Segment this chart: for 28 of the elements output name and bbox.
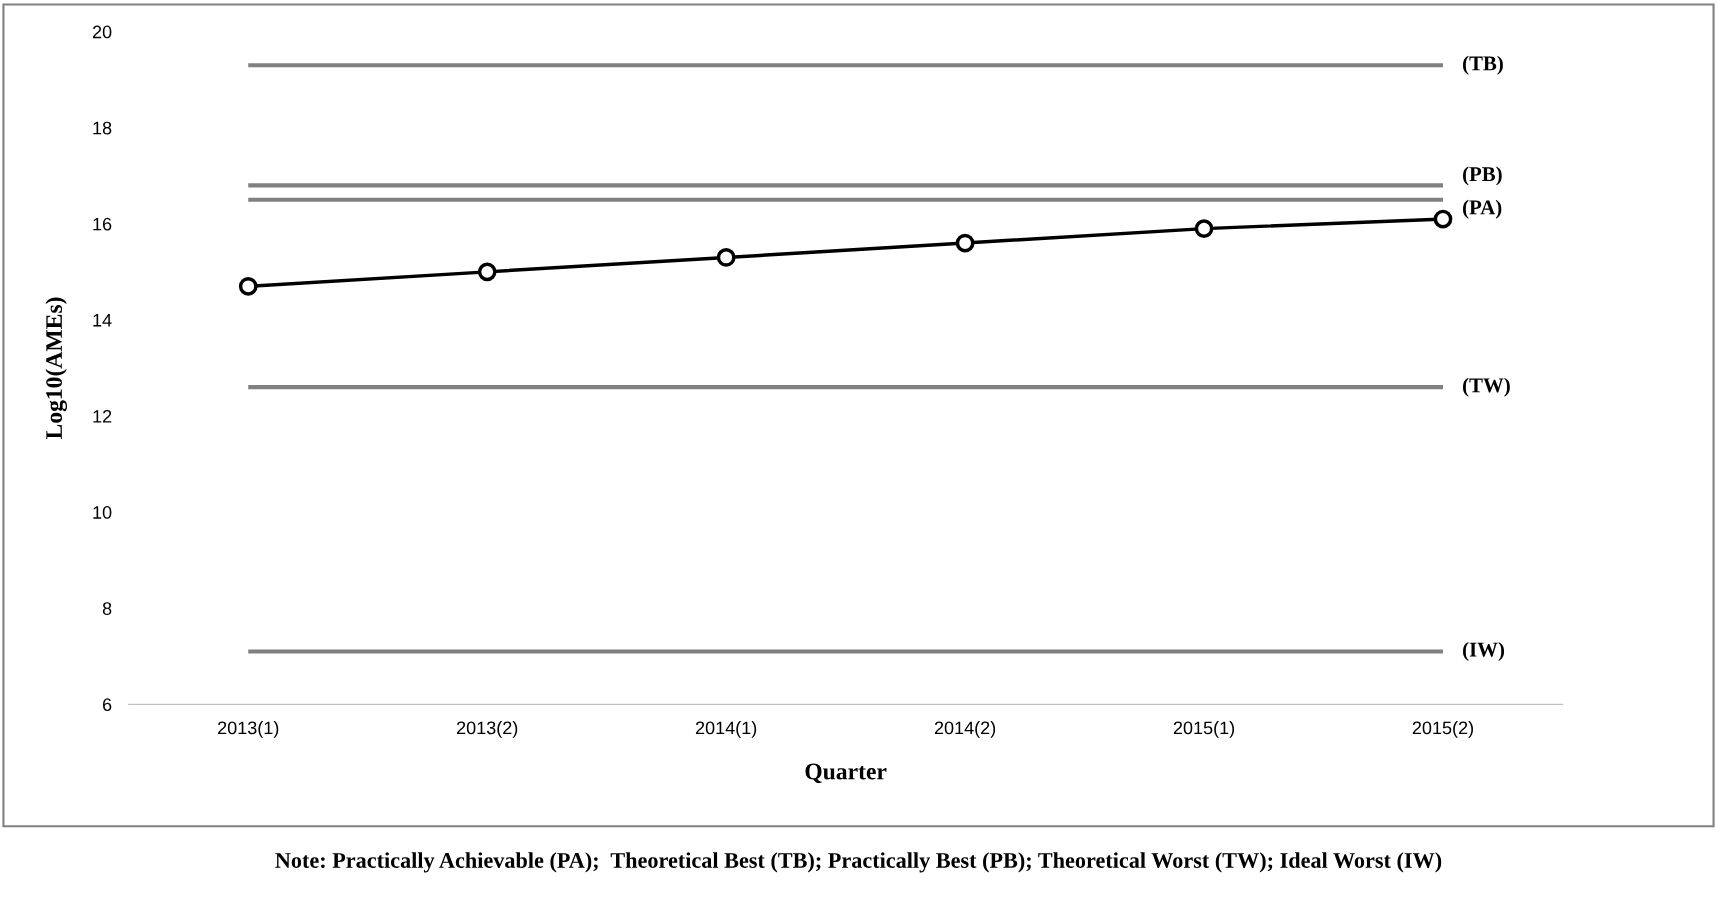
y-tick-label: 6 xyxy=(102,698,112,712)
y-tick-label: 12 xyxy=(93,409,112,423)
x-tick-label: 2013(1) xyxy=(218,721,279,738)
y-tick-label: 18 xyxy=(93,121,112,135)
point xyxy=(1194,219,1214,238)
ref-line-label: (TW) xyxy=(1463,377,1510,397)
y-tick-label: 10 xyxy=(93,506,112,519)
y-tick-label: 16 xyxy=(93,217,112,231)
text: Note: Practically Achievable (PA); Theoretical Best (TB); Practically Best (PB); Theoretical Worst (TW); Ideal Worst (IW) xyxy=(275,852,1442,873)
y-axis-title: Log10(AMEs) xyxy=(45,297,68,440)
ref-line-label: (IW) xyxy=(1463,642,1505,661)
y-tick-label: 20 xyxy=(92,25,112,39)
y-tick-label: 14 xyxy=(93,314,112,327)
y-tick-label: 8 xyxy=(102,602,112,615)
point xyxy=(1433,209,1453,229)
point xyxy=(955,233,975,253)
x-tick-label: 2015(2) xyxy=(1412,721,1473,738)
ref-line-label: (PA) xyxy=(1463,199,1502,219)
ref-line-label: (PB) xyxy=(1463,166,1502,186)
x-tick-label: 2015(1) xyxy=(1173,721,1235,738)
x-tick-label: 2014(2) xyxy=(934,721,996,738)
point xyxy=(238,276,258,296)
point xyxy=(477,262,497,282)
ref-line-label: (TB) xyxy=(1463,55,1503,75)
x-tick-label: 2013(2) xyxy=(456,721,518,738)
x-axis-title: Quarter xyxy=(805,763,887,784)
point xyxy=(716,248,736,267)
x-tick-label: 2014(1) xyxy=(695,721,757,738)
